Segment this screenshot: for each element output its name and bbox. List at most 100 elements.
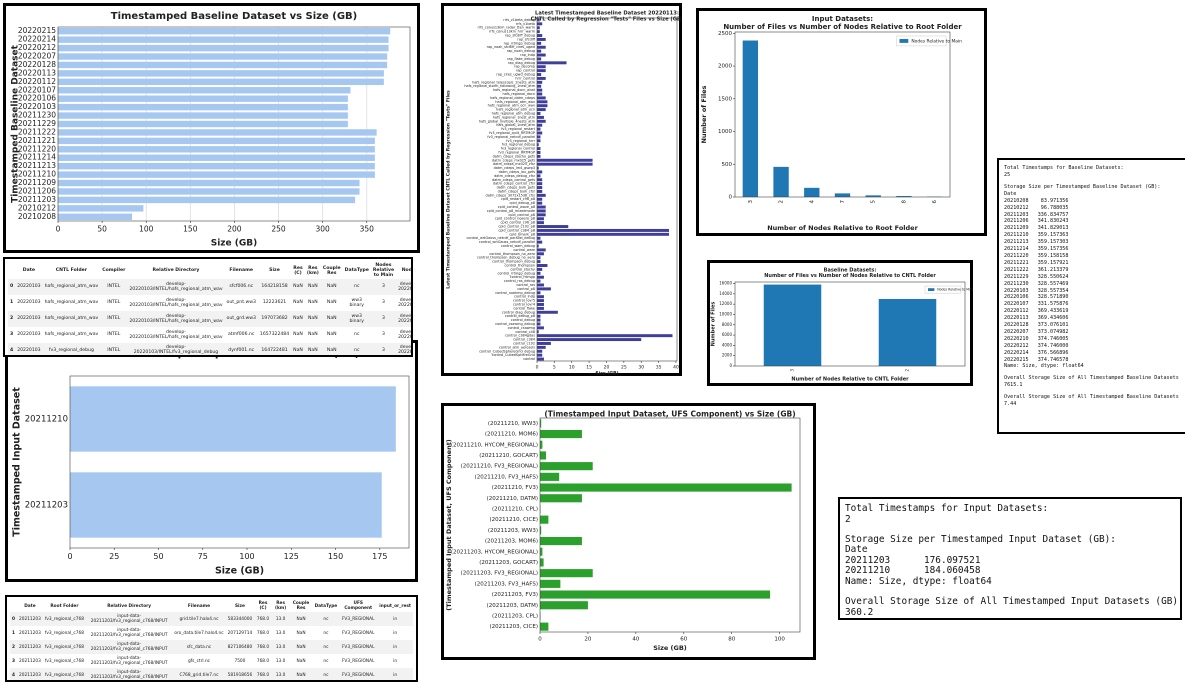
output-line: 20211206 341.830243 — [1004, 218, 1069, 225]
x-tick-label: 10 — [569, 365, 575, 371]
y-tick-label: 1500 — [718, 96, 732, 102]
output-line: Overall Storage Size of All Timestamped … — [845, 595, 1182, 607]
bar — [878, 299, 937, 366]
cell: NaN — [326, 300, 337, 306]
chart: Timestamped Input Dataset vs Size (GB)02… — [5, 340, 418, 582]
y-tick-label: control_wam — [513, 248, 535, 252]
y-tick-label: control_stochy — [510, 267, 535, 271]
bar — [537, 314, 541, 318]
y-tick-label: control_atm_aerosols — [499, 345, 535, 349]
y-tick-label: 20220103 — [18, 102, 56, 111]
row-index: 0 — [8, 279, 16, 295]
cell: INTEL — [100, 279, 128, 295]
row-index: 4 — [8, 342, 16, 355]
cell: NaN — [320, 279, 343, 295]
x-tick-label: 300 — [315, 224, 330, 233]
column-header: Relative Directory — [152, 268, 200, 273]
y-tick-label: 20211222 — [18, 127, 56, 136]
y-tick-label: hafs_regional_docn — [502, 92, 535, 96]
cell: 768.0 — [256, 630, 270, 636]
cell: 13.0 — [271, 640, 290, 655]
y-tick-label: rap_decomp — [514, 65, 535, 69]
y-tick-label: hafs_regional_atm_debug — [492, 111, 535, 115]
y-tick-label: control_flake — [513, 306, 535, 310]
bar — [540, 472, 560, 481]
column-header: Relative Directory — [107, 603, 152, 609]
bar — [537, 193, 546, 197]
y-tick-label: rap_sfcdiff — [517, 37, 535, 41]
bar — [742, 40, 759, 198]
cell: input-data-20211203/fv3_regional_c768/IN… — [90, 628, 168, 639]
bar — [537, 154, 541, 158]
output-line: 20220214 376.566896 — [1004, 349, 1069, 356]
column-header: Size — [234, 603, 245, 609]
output-line: Storage Size per Timestamped Input Datas… — [845, 533, 1116, 545]
y-tick-label: 16000 — [719, 281, 732, 286]
bar — [537, 283, 544, 287]
bar — [58, 154, 375, 161]
table-row: 0 20220103 hafs_regional_atm_wav INTEL devel… — [8, 279, 411, 295]
plot-frame — [57, 26, 411, 222]
bar — [537, 22, 543, 26]
bar — [58, 53, 388, 60]
row-index: 4 — [10, 668, 17, 680]
cell: 20220103 — [15, 342, 43, 355]
output-line: 25 — [1004, 171, 1011, 178]
column-header: Res (km) — [274, 601, 287, 611]
bar — [537, 112, 541, 115]
table-row: 4 20211203 fv3_regional_c768 input-data-202… — [10, 668, 413, 680]
cell: grid.tile7.halo4.nc — [172, 612, 226, 627]
column-header: Date — [24, 603, 36, 609]
bar — [58, 213, 133, 220]
bar — [537, 147, 541, 151]
y-tick-label: hafs_regional_1nest_atm — [493, 115, 536, 119]
bar — [58, 36, 389, 43]
cell: fv3_regional_c768 — [44, 630, 84, 636]
index-header — [10, 600, 17, 612]
x-tick-label: 80 — [728, 636, 735, 642]
bar — [896, 196, 912, 197]
output-line: 20210212 96.788035 — [1004, 204, 1069, 211]
y-tick-label: 1000 — [718, 129, 732, 135]
y-tick-label: 2000 — [722, 353, 733, 358]
cell: C768_grid.tile7.nc — [172, 668, 226, 680]
cell: out_grd.ww3 — [224, 310, 258, 327]
cell: 3 — [381, 300, 385, 306]
cell: fv3_regional_c768 — [42, 612, 86, 627]
bar — [58, 78, 384, 86]
bar — [537, 291, 541, 295]
row-index: 2 — [8, 310, 16, 327]
bar — [540, 569, 593, 578]
y-tick-label: 2000 — [718, 64, 732, 70]
y-tick-label: 20211203 — [25, 501, 68, 511]
table-row: 0 20211203 fv3_regional_c768 input-data-202… — [10, 612, 413, 627]
y-tick-label: (20211210, MOM6) — [485, 432, 538, 438]
x-axis-label: Number of Nodes Relative to CNTL Folder — [791, 377, 909, 383]
y-axis-label: Number of Files — [711, 302, 717, 347]
output-line: 20220112 369.433619 — [1004, 308, 1069, 315]
output-line: 20220210 374.746005 — [1004, 335, 1069, 342]
output-line: 20211214 359.157356 — [1004, 246, 1069, 253]
cell: develop-20220103/INTEL/hafs_regional_atm… — [127, 279, 225, 295]
bar — [58, 95, 348, 102]
x-tick-label: 25 — [109, 552, 119, 561]
table-panel: Date CNTL Folder Compiler Relative Director… — [3, 257, 413, 357]
cell: in — [393, 658, 398, 664]
row-index: 2 — [10, 640, 17, 655]
cell: develop-20220103/INTEL/hafs_regional_atm… — [127, 310, 225, 327]
bar — [58, 28, 391, 35]
cell: 20220103 — [15, 310, 43, 327]
y-tick-label: 20211220 — [18, 144, 56, 153]
output-line: Total Timestamps for Input Datasets: — [845, 503, 1049, 514]
x-tick-label: 25 — [621, 365, 627, 371]
y-tick-label: cpld_control_p8 — [508, 213, 535, 217]
x-tick-label: 350 — [360, 224, 375, 233]
y-tick-label: cpld_restart_c96_p8 — [501, 197, 535, 201]
y-tick-label: control_wam_debug — [501, 244, 535, 248]
column-header: CNTL Folder — [55, 268, 88, 273]
y-axis-label: Timestamped Input Dataset — [12, 387, 23, 537]
x-tick-label: 0 — [56, 224, 61, 233]
chart-title: Input Datasets: — [812, 15, 873, 23]
cell: INTEL — [107, 332, 121, 338]
x-tick-label: 50 — [153, 552, 163, 561]
